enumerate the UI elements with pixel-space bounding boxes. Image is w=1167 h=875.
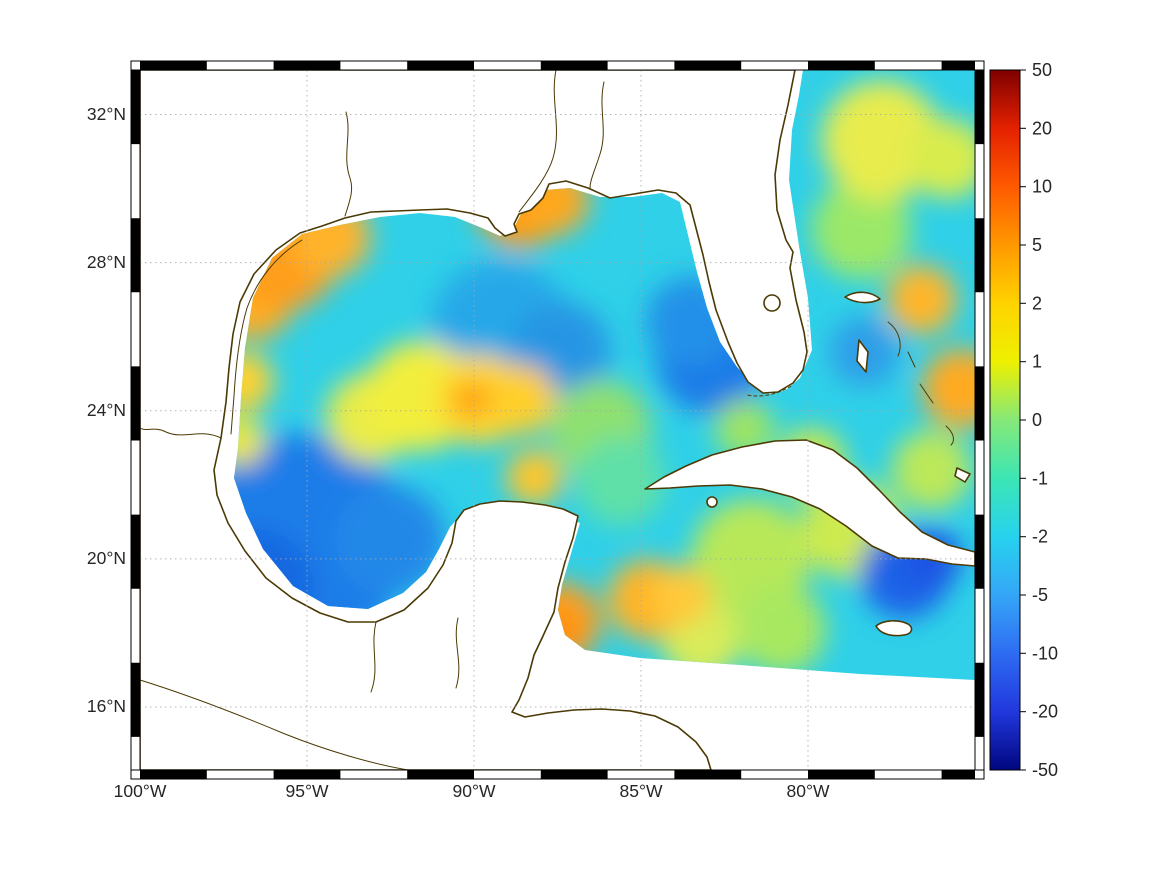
y-tick-label: 24°N <box>87 400 126 420</box>
texas-river <box>344 111 353 217</box>
graticule <box>140 70 975 770</box>
x-tick-label: 90°W <box>453 781 496 801</box>
colorbar-tick-label: -2 <box>1032 527 1048 547</box>
field-blob-atlantic-green-wash <box>811 179 912 280</box>
colorbar-tick-label: 50 <box>1032 60 1052 80</box>
rio-grande-river <box>139 427 222 439</box>
lake-okeechobee <box>763 294 781 312</box>
x-tick-label: 100°W <box>114 781 167 801</box>
field-blob-midgulf-orange-spot <box>452 381 489 418</box>
grand-bahama-island <box>844 291 881 304</box>
colorbar-bar <box>989 69 1021 771</box>
plot-border-inner <box>139 69 976 771</box>
colorbar-tick-label: 1 <box>1032 352 1042 372</box>
colorbar-tick-label: -20 <box>1032 702 1058 722</box>
x-tick-label: 80°W <box>787 781 830 801</box>
y-tick-label: 32°N <box>87 104 126 124</box>
field-blob-cayman-green <box>736 584 827 675</box>
field-blob-atlantic-orange-edge <box>921 348 975 429</box>
great-inagua-island <box>954 467 971 483</box>
jamaica-coastline <box>875 620 913 637</box>
andros-island <box>856 339 869 373</box>
eleuthera-island <box>887 321 901 357</box>
grijalva-river <box>370 621 377 693</box>
colorbar-tick-label: 5 <box>1032 235 1042 255</box>
pacific-coastline <box>139 679 409 771</box>
y-tick-label: 16°N <box>87 696 126 716</box>
field-blob-west-edge-yellow <box>234 351 274 412</box>
field-blob-bahamas-orange <box>886 264 957 335</box>
alabama-river <box>589 81 605 189</box>
colorbar-tick-label: -50 <box>1032 760 1058 780</box>
colorbar-tick-label: 0 <box>1032 410 1042 430</box>
texas-lagoon-line <box>230 239 303 435</box>
axis-labels: 100°W 95°W 90°W 85°W 80°W 32°N 28°N 24°N… <box>87 104 830 801</box>
plot-border-outer <box>130 60 985 780</box>
colorbar-tick-label: -10 <box>1032 643 1058 663</box>
colorbar-tick-label: -5 <box>1032 585 1048 605</box>
map-frame <box>130 60 985 780</box>
cat-island <box>907 351 916 368</box>
acklins-island <box>945 425 954 446</box>
field-blob-south-gulf-blue <box>335 485 446 596</box>
colorbar-tick-label: 2 <box>1032 293 1042 313</box>
isle-of-youth <box>706 496 718 508</box>
field-blob-midgulf-yellow-east <box>485 364 556 435</box>
long-island-bahamas <box>919 383 934 404</box>
field-blob-west-edge-yellow-south <box>234 415 266 466</box>
field-blob-atlantic-yellow-ne-corner <box>908 118 975 199</box>
usumacinta-river <box>455 617 460 689</box>
y-tick-label: 28°N <box>87 252 126 272</box>
colorbar-tick-label: -1 <box>1032 468 1048 488</box>
mississippi-river <box>518 69 557 213</box>
colorbar-tick-label: 10 <box>1032 177 1052 197</box>
field-blob-loop-current-teal <box>576 436 666 527</box>
field-blob-campeche-bank-yellow <box>506 449 563 506</box>
field-blob-crooked-island-green <box>891 430 972 510</box>
field-blob-caribbean-orange-east <box>651 565 712 626</box>
colorbar-ticks <box>1020 69 1026 771</box>
x-tick-label: 85°W <box>620 781 663 801</box>
x-tick-label: 95°W <box>286 781 329 801</box>
florida-keys <box>746 385 792 397</box>
y-tick-label: 20°N <box>87 548 126 568</box>
colorbar-tick-label: 20 <box>1032 118 1052 138</box>
